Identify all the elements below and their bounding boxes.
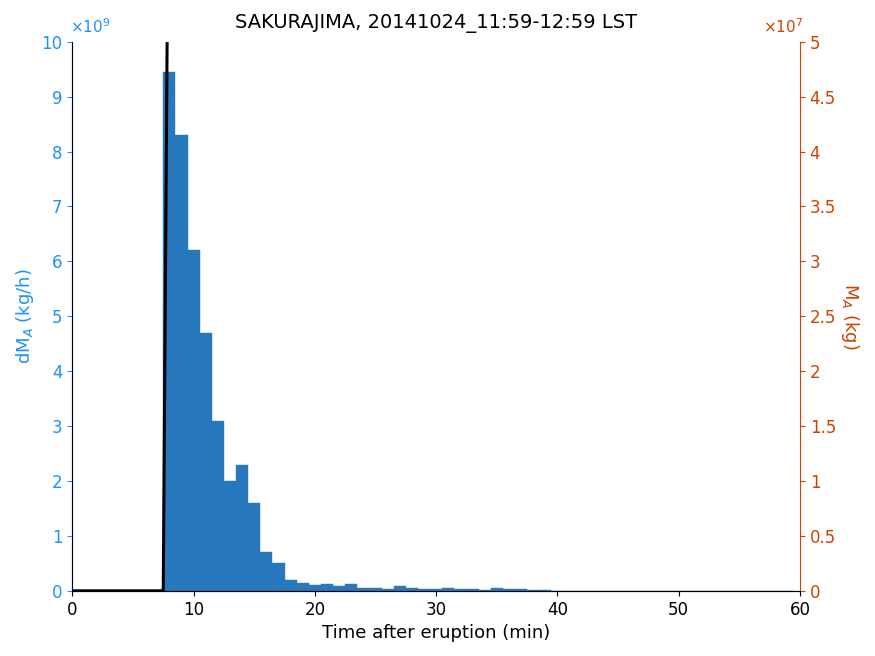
- Bar: [236, 464, 248, 591]
- Bar: [200, 333, 212, 591]
- Title: SAKURAJIMA, 20141024_11:59-12:59 LST: SAKURAJIMA, 20141024_11:59-12:59 LST: [235, 14, 637, 33]
- Bar: [406, 588, 418, 591]
- Bar: [357, 588, 369, 591]
- Text: $\times\mathregular{10^{7}}$: $\times\mathregular{10^{7}}$: [763, 18, 802, 36]
- Bar: [515, 589, 527, 591]
- Bar: [430, 589, 442, 591]
- Bar: [175, 135, 187, 591]
- Bar: [272, 564, 284, 591]
- Bar: [442, 588, 454, 591]
- Bar: [491, 588, 503, 591]
- Bar: [212, 420, 224, 591]
- Bar: [418, 588, 430, 591]
- Bar: [454, 588, 466, 591]
- X-axis label: Time after eruption (min): Time after eruption (min): [322, 624, 550, 642]
- Bar: [527, 590, 539, 591]
- Bar: [466, 589, 479, 591]
- Bar: [479, 590, 491, 591]
- Bar: [248, 503, 260, 591]
- Bar: [321, 584, 333, 591]
- Bar: [187, 251, 200, 591]
- Bar: [346, 584, 357, 591]
- Bar: [284, 580, 297, 591]
- Bar: [394, 586, 406, 591]
- Bar: [503, 588, 515, 591]
- Bar: [309, 585, 321, 591]
- Bar: [369, 588, 382, 591]
- Bar: [333, 586, 346, 591]
- Bar: [224, 481, 236, 591]
- Text: $\times\mathregular{10^{9}}$: $\times\mathregular{10^{9}}$: [69, 18, 110, 36]
- Y-axis label: M$_A$ (kg): M$_A$ (kg): [839, 283, 861, 350]
- Bar: [382, 589, 394, 591]
- Y-axis label: dM$_A$ (kg/h): dM$_A$ (kg/h): [14, 268, 36, 364]
- Bar: [164, 72, 175, 591]
- Bar: [260, 552, 272, 591]
- Bar: [297, 583, 309, 591]
